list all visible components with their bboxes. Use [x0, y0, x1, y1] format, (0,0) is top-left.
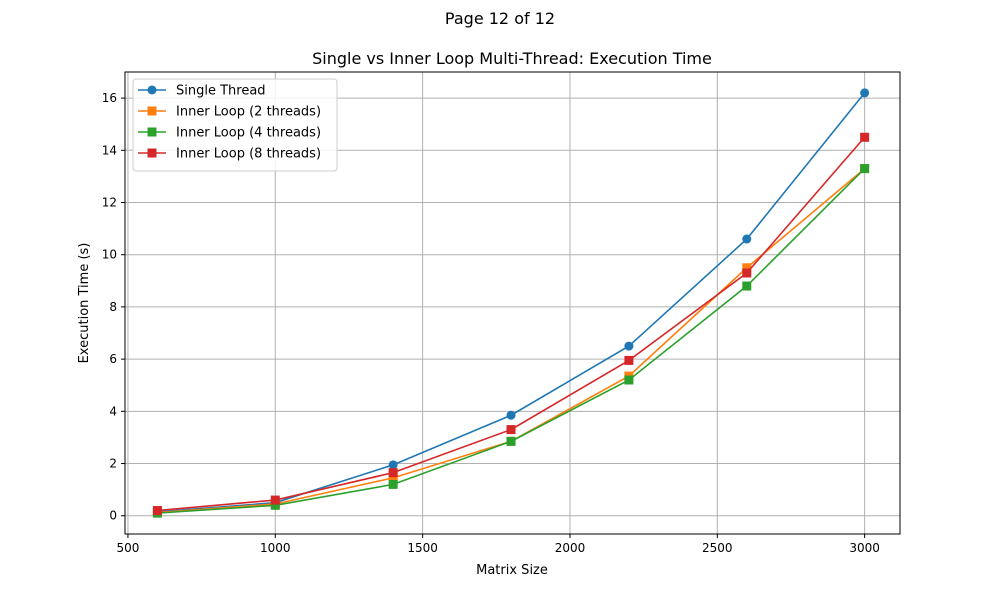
data-point [742, 263, 752, 273]
legend-label: Inner Loop (8 threads) [176, 147, 321, 162]
series-3 [152, 164, 870, 518]
y-tick-label: 4 [109, 404, 117, 418]
plot-area [124, 71, 901, 535]
legend: Single Thread Inner Loop (2 threads) Inner… [132, 78, 338, 172]
x-axis-label: Matrix Size [476, 563, 548, 578]
data-point [388, 473, 398, 483]
y-axis-label: Execution Time (s) [77, 243, 92, 364]
y-tick-label: 0 [109, 509, 117, 523]
data-point [860, 88, 870, 98]
y-tick-label: 14 [102, 143, 117, 157]
y-tick-label: 10 [102, 248, 117, 262]
data-point [152, 506, 162, 516]
page-label: Page 12 of 12 [444, 9, 556, 28]
data-point [860, 132, 870, 142]
legend-entry: Inner Loop (2 threads) [138, 105, 321, 120]
x-tick-label: 2500 [702, 541, 733, 555]
data-point [742, 281, 752, 291]
x-tick-label: 500 [116, 541, 139, 555]
data-point [270, 500, 280, 510]
data-point [624, 375, 634, 385]
legend-entry: Inner Loop (4 threads) [138, 126, 321, 141]
series-line [157, 167, 866, 514]
legend-entry: Single Thread [138, 84, 266, 99]
data-point [388, 479, 398, 489]
legend-marker [147, 85, 157, 95]
x-tick-label: 2000 [555, 541, 586, 555]
y-tick-label: 6 [109, 352, 117, 366]
data-point [742, 234, 752, 244]
data-point [506, 410, 516, 420]
x-tick-label: 1500 [407, 541, 438, 555]
y-axis-ticks: 0 2 4 6 8 10 12 14 16 [102, 91, 125, 523]
y-tick-label: 2 [109, 457, 117, 471]
data-point [742, 268, 752, 278]
x-tick-label: 1000 [260, 541, 291, 555]
legend-entry: Inner Loop (8 threads) [138, 147, 321, 162]
legend-label: Single Thread [176, 84, 266, 99]
series-2 [152, 164, 870, 518]
data-point [506, 436, 516, 446]
legend-label: Inner Loop (2 threads) [176, 105, 321, 120]
y-tick-label: 16 [102, 91, 117, 105]
legend-marker [147, 127, 157, 137]
legend-label: Inner Loop (4 threads) [176, 126, 321, 141]
series-line [157, 136, 866, 512]
y-tick-label: 8 [109, 300, 117, 314]
legend-box [132, 78, 338, 172]
legend-marker [147, 106, 157, 116]
data-point [388, 468, 398, 478]
data-point [624, 341, 634, 351]
series-line [157, 168, 866, 514]
data-point [270, 495, 280, 505]
data-point [860, 164, 870, 174]
data-point [506, 425, 516, 435]
x-tick-label: 3000 [849, 541, 880, 555]
series-4 [152, 132, 870, 516]
x-axis-ticks: 500 1000 1500 2000 2500 3000 [116, 534, 880, 555]
legend-marker [147, 148, 157, 158]
data-point [624, 355, 634, 365]
data-point [388, 460, 398, 470]
y-tick-label: 12 [102, 196, 117, 210]
series-lines [152, 88, 870, 518]
chart-title: Single vs Inner Loop Multi-Thread: Execu… [312, 49, 712, 68]
